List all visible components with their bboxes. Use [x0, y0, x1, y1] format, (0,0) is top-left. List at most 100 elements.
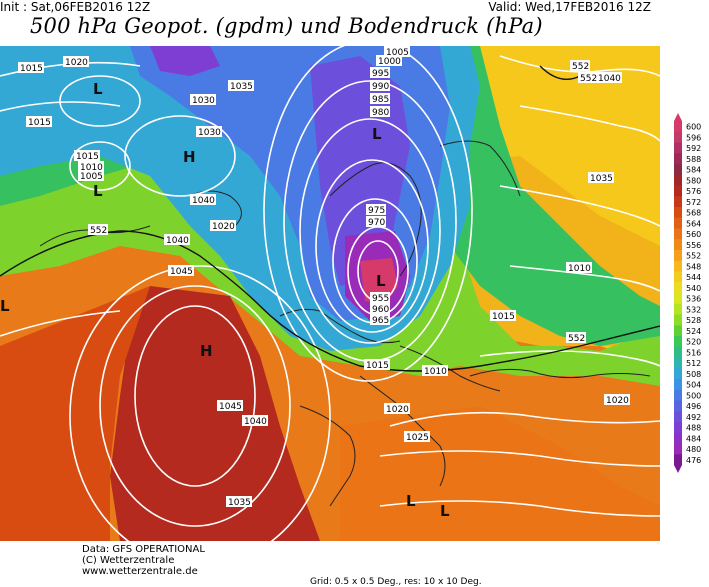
legend-swatch — [674, 250, 682, 262]
legend-level-label: 524 — [686, 327, 701, 336]
legend-level-label: 572 — [686, 198, 701, 207]
pressure-label: 1015 — [492, 312, 515, 322]
pressure-label: 1010 — [424, 367, 447, 377]
pressure-label: 1045 — [170, 267, 193, 277]
geopot-label-list: 552 552 552 552 — [88, 60, 598, 344]
low-center: L — [406, 492, 416, 510]
legend-level-label: 556 — [686, 241, 701, 250]
pressure-label: 1030 — [192, 96, 215, 106]
pressure-label: 1020 — [386, 405, 409, 415]
website-url: www.wetterzentrale.de — [82, 566, 198, 577]
legend-swatch — [674, 443, 682, 455]
legend-swatch — [674, 454, 682, 466]
pressure-label: 1015 — [366, 361, 389, 371]
map-header: Init : Sat,06FEB2016 12Z Valid: Wed,17FE… — [0, 0, 709, 46]
legend-level-label: 488 — [686, 424, 701, 433]
map-title: 500 hPa Geopot. (gpdm) und Bodendruck (h… — [30, 14, 543, 38]
legend-level-label: 568 — [686, 209, 701, 218]
legend-level-label: 496 — [686, 402, 701, 411]
geopot-label: 552 — [580, 74, 597, 84]
legend-swatch — [674, 228, 682, 240]
pressure-label: 1015 — [20, 64, 43, 74]
legend-swatch — [674, 368, 682, 380]
legend-swatch — [674, 336, 682, 348]
legend-swatch — [674, 282, 682, 294]
legend-level-label: 532 — [686, 305, 701, 314]
legend-swatch — [674, 293, 682, 305]
pressure-label: 1035 — [590, 174, 613, 184]
legend-swatch — [674, 217, 682, 229]
pressure-label: 1045 — [219, 402, 242, 412]
pressure-label: 1000 — [378, 57, 401, 67]
init-time: Init : Sat,06FEB2016 12Z — [0, 0, 151, 14]
pressure-label: 955 — [372, 294, 389, 304]
pressure-label: 990 — [372, 82, 389, 92]
pressure-label: 1035 — [230, 82, 253, 92]
legend-arrow-top — [674, 113, 682, 121]
pressure-label: 1020 — [212, 222, 235, 232]
legend-swatch — [674, 303, 682, 315]
pressure-label: 1025 — [406, 433, 429, 443]
copyright: (C) Wetterzentrale — [82, 555, 175, 566]
geopot-label: 552 — [572, 62, 589, 72]
pressure-label: 1020 — [65, 58, 88, 68]
legend-level-label: 548 — [686, 262, 701, 271]
legend-arrow-bottom — [674, 465, 682, 473]
legend-level-label: 584 — [686, 166, 701, 175]
legend-level-label: 588 — [686, 155, 701, 164]
legend-bars — [674, 113, 682, 473]
footer-credits: Data: GFS OPERATIONAL (C) Wetterzentrale… — [82, 544, 205, 577]
color-scale-legend: 600 596 592 588 584 580 576 572 568 564 560 556 552 5… — [672, 113, 709, 473]
legend-swatch — [674, 379, 682, 391]
legend-level-label: 536 — [686, 295, 701, 304]
pressure-label: 1005 — [80, 172, 103, 182]
grid-info: Grid: 0.5 x 0.5 Deg., res: 10 x 10 Deg. — [310, 577, 482, 587]
valid-time: Valid: Wed,17FEB2016 12Z — [488, 0, 651, 14]
pressure-centers: L L H L L H L L L — [0, 80, 450, 520]
legend-level-label: 516 — [686, 348, 701, 357]
data-source: Data: GFS OPERATIONAL — [82, 544, 205, 555]
legend-swatch — [674, 196, 682, 208]
geopot-label: 552 — [90, 226, 107, 236]
pressure-label: 985 — [372, 95, 389, 105]
legend-level-label: 504 — [686, 381, 701, 390]
legend-swatch — [674, 325, 682, 337]
legend-level-label: 600 — [686, 123, 701, 132]
pressure-label: 1030 — [198, 128, 221, 138]
legend-level-label: 592 — [686, 144, 701, 153]
legend-swatch — [674, 432, 682, 444]
pressure-label: 1020 — [606, 396, 629, 406]
legend-labels: 6005965925885845805765725685645605565525… — [686, 123, 701, 465]
legend-swatch — [674, 422, 682, 434]
high-center: H — [183, 148, 196, 166]
legend-swatch — [674, 411, 682, 423]
pressure-label: 1015 — [28, 118, 51, 128]
low-center: L — [93, 80, 103, 98]
low-center: L — [440, 502, 450, 520]
pressure-label: 1040 — [244, 417, 267, 427]
field-high-core — [110, 286, 320, 541]
field-warm-west — [0, 286, 150, 541]
legend-swatch — [674, 185, 682, 197]
pressure-label: 975 — [368, 206, 385, 216]
low-center: L — [93, 182, 103, 200]
legend-level-label: 560 — [686, 230, 701, 239]
pressure-label: 1035 — [228, 498, 251, 508]
legend-level-label: 492 — [686, 413, 701, 422]
legend-level-label: 500 — [686, 391, 701, 400]
pressure-label: 1015 — [76, 152, 99, 162]
pressure-label: 1010 — [568, 264, 591, 274]
legend-level-label: 576 — [686, 187, 701, 196]
map-canvas: 1015 1020 1030 1035 1015 1015 1010 1005 … — [0, 46, 660, 541]
legend-level-label: 480 — [686, 445, 701, 454]
legend-swatch — [674, 164, 682, 176]
legend-level-label: 476 — [686, 456, 701, 465]
pressure-label: 980 — [372, 108, 389, 118]
geopot-label: 552 — [568, 334, 585, 344]
legend-level-label: 528 — [686, 316, 701, 325]
pressure-label: 960 — [372, 305, 389, 315]
legend-swatch — [674, 131, 682, 143]
color-scale: 6005965925885845805765725685645605565525… — [674, 113, 701, 473]
legend-swatch — [674, 357, 682, 369]
pressure-label: 965 — [372, 316, 389, 326]
